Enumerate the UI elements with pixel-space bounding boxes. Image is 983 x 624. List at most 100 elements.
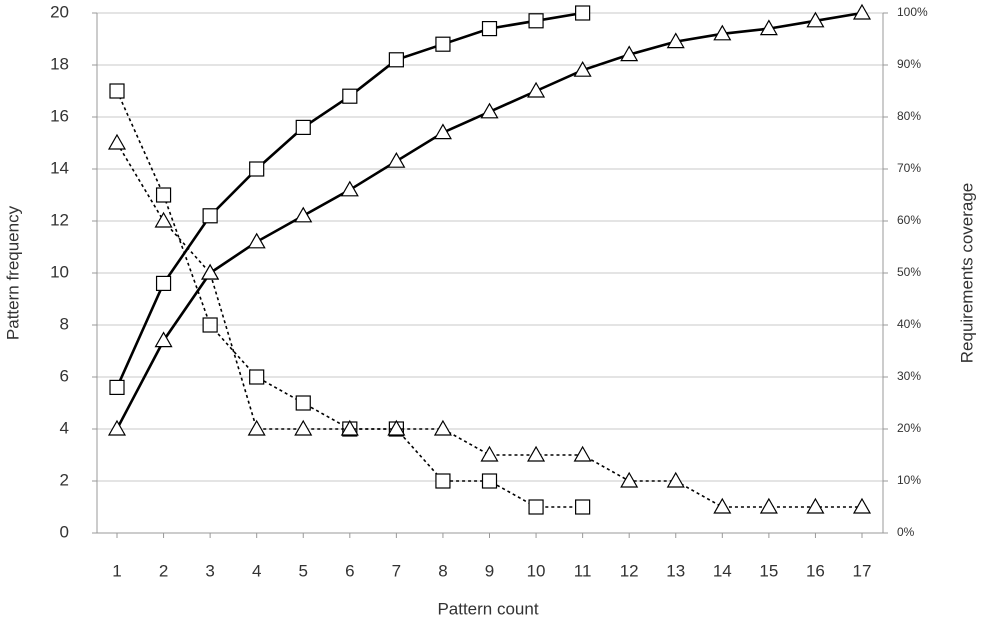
x-axis-label: Pattern count: [437, 599, 538, 618]
marker-square: [109, 379, 125, 395]
marker-square: [435, 473, 451, 489]
marker-square: [155, 187, 172, 203]
y2-tick-label: 70%: [897, 161, 921, 175]
marker-triangle: [107, 419, 127, 436]
y-tick-label: 4: [60, 418, 69, 437]
y-tick-label: 6: [60, 366, 69, 385]
marker-square: [388, 52, 404, 68]
x-tick-label: 17: [853, 561, 872, 580]
marker-triangle: [620, 471, 639, 488]
marker-triangle: [387, 419, 406, 436]
marker-triangle: [573, 445, 592, 462]
marker-triangle: [759, 19, 778, 36]
marker-square: [295, 119, 311, 136]
x-tick-label: 10: [527, 561, 546, 580]
y-tick-label: 16: [50, 106, 69, 125]
marker-triangle: [527, 445, 546, 462]
marker-square: [202, 317, 218, 333]
marker-square: [249, 369, 265, 385]
marker-triangle: [852, 497, 872, 514]
marker-triangle: [666, 32, 685, 49]
y2-tick-label: 80%: [897, 109, 921, 123]
y-tick-label: 12: [50, 210, 69, 229]
x-tick-label: 13: [666, 561, 685, 580]
marker-square: [155, 275, 172, 291]
series-line: [115, 11, 583, 388]
y2-tick-label: 50%: [897, 265, 921, 279]
x-tick-label: 14: [713, 561, 732, 580]
marker-triangle: [433, 123, 452, 140]
marker-square: [435, 36, 451, 52]
marker-triangle: [573, 60, 592, 77]
y-tick-label: 2: [60, 470, 69, 489]
marker-triangle: [759, 497, 778, 514]
y-tick-label: 18: [50, 54, 69, 73]
x-tick-label: 12: [620, 561, 639, 580]
marker-triangle: [852, 3, 872, 20]
x-tick-label: 16: [806, 561, 825, 580]
marker-triangle: [294, 419, 313, 436]
marker-square: [249, 161, 265, 177]
y-tick-label: 20: [50, 2, 69, 21]
y-tick-label: 0: [60, 522, 69, 541]
x-tick-label: 11: [574, 561, 592, 580]
marker-triangle: [620, 45, 639, 62]
marker-triangle: [294, 206, 313, 223]
y2-tick-label: 10%: [897, 473, 921, 487]
marker-triangle: [480, 445, 499, 462]
y2-tick-label: 90%: [897, 57, 921, 71]
marker-square: [575, 499, 591, 515]
marker-square: [295, 395, 311, 411]
y2-tick-label: 40%: [897, 317, 921, 331]
x-tick-label: 7: [392, 561, 401, 580]
marker-triangle: [713, 24, 732, 41]
series-line: [116, 142, 862, 508]
marker-triangle: [340, 419, 359, 436]
marker-triangle: [713, 497, 732, 514]
marker-triangle: [806, 497, 825, 514]
x-tick-label: 2: [159, 561, 168, 580]
marker-triangle: [107, 133, 127, 150]
marker-square: [481, 473, 498, 489]
x-tick-label: 8: [438, 561, 447, 580]
marker-triangle: [666, 471, 685, 488]
y-tick-label: 10: [50, 262, 69, 281]
marker-triangle: [527, 81, 546, 98]
marker-triangle: [480, 102, 499, 119]
y2-tick-label: 100%: [897, 5, 928, 19]
marker-square: [481, 21, 498, 37]
y-tick-label: 14: [50, 158, 69, 177]
marker-square: [528, 499, 544, 515]
marker-triangle: [154, 331, 173, 348]
y-tick-label: 8: [60, 314, 69, 333]
x-tick-label: 6: [345, 561, 354, 580]
series-line: [116, 90, 583, 508]
marker-square: [202, 208, 218, 224]
x-tick-label: 1: [112, 561, 121, 580]
marker-triangle: [154, 211, 173, 228]
y2-axis-label: Requirements coverage: [957, 183, 976, 363]
y-axis-label: Pattern frequency: [3, 205, 22, 340]
marker-square: [528, 13, 544, 29]
marker-triangle: [806, 11, 825, 28]
x-tick-label: 3: [205, 561, 214, 580]
marker-triangle: [201, 263, 220, 280]
marker-triangle: [340, 180, 359, 197]
x-tick-label: 15: [759, 561, 778, 580]
marker-triangle: [387, 151, 406, 168]
y2-tick-label: 60%: [897, 213, 921, 227]
x-tick-label: 9: [485, 561, 494, 580]
marker-triangle: [433, 419, 452, 436]
y2-tick-label: 30%: [897, 369, 921, 383]
marker-triangle: [247, 419, 266, 436]
y2-tick-label: 0%: [897, 525, 915, 539]
marker-square: [109, 83, 125, 99]
x-tick-label: 5: [299, 561, 308, 580]
x-tick-label: 4: [252, 561, 261, 580]
y2-tick-label: 20%: [897, 421, 921, 435]
marker-triangle: [247, 232, 266, 249]
marker-square: [342, 88, 358, 104]
marker-square: [575, 5, 591, 21]
